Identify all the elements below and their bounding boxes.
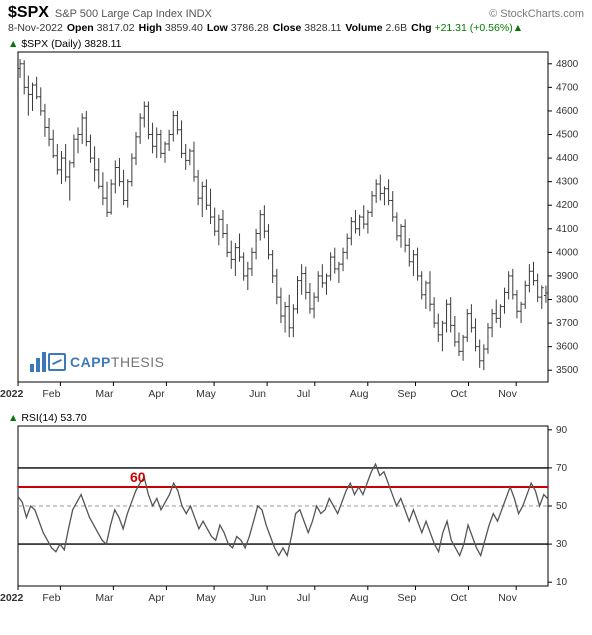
x-axis-label: Aug — [350, 592, 369, 604]
svg-text:4500: 4500 — [556, 130, 579, 141]
x-axis-label: Nov — [498, 388, 517, 400]
svg-text:4600: 4600 — [556, 106, 579, 117]
x-axis-label: Feb — [42, 592, 60, 604]
x-axis-label: Oct — [451, 592, 467, 604]
x-axis-label: Sep — [398, 592, 417, 604]
x-axis-label: Sep — [398, 388, 417, 400]
x-axis-label: Aug — [350, 388, 369, 400]
up-arrow-icon: ▲ — [8, 412, 18, 424]
x-axis-label: Jun — [249, 388, 266, 400]
price-chart-svg: 3500 3600 3700 3800 3900 4000 4100 4200 4300 4400… — [0, 36, 592, 388]
svg-text:90: 90 — [556, 425, 568, 436]
up-arrow-icon: ▲ — [513, 22, 523, 34]
x-axis-label: Mar — [95, 388, 113, 400]
x-axis-label: Apr — [148, 592, 164, 604]
rsi-chart-svg: 10 30 50 70 90 — [0, 410, 592, 592]
x-axis-label: Apr — [148, 388, 164, 400]
ticker-symbol: $SPX — [8, 4, 49, 22]
svg-text:3900: 3900 — [556, 271, 579, 282]
svg-text:4700: 4700 — [556, 82, 579, 93]
up-arrow-icon: ▲ — [8, 38, 18, 50]
rsi-threshold-label: 60 — [130, 469, 146, 485]
svg-text:70: 70 — [556, 463, 568, 474]
x-axis-label: 2022 — [0, 388, 23, 400]
svg-text:3800: 3800 — [556, 295, 579, 306]
svg-text:4000: 4000 — [556, 247, 579, 258]
x-axis-label: Oct — [451, 388, 467, 400]
price-chart-panel: ▲ $SPX (Daily) 3828.11 35003600370038003… — [0, 36, 592, 388]
x-axis-label: Feb — [42, 388, 60, 400]
svg-text:4800: 4800 — [556, 59, 579, 70]
x-axis-label: 2022 — [0, 592, 23, 604]
logo-bars-icon — [30, 352, 46, 372]
x-axis-label: Jun — [249, 592, 266, 604]
stock-chart-container: $SPX S&P 500 Large Cap Index INDX © Stoc… — [0, 0, 592, 635]
svg-text:4400: 4400 — [556, 153, 579, 164]
svg-text:3600: 3600 — [556, 342, 579, 353]
x-axis-label: Jul — [297, 592, 310, 604]
cappthesis-logo: CAPPTHESIS — [30, 352, 164, 372]
svg-text:4200: 4200 — [556, 200, 579, 211]
logo-chart-icon — [48, 353, 66, 371]
ohlc-summary: 8-Nov-2022 Open 3817.02 High 3859.40 Low… — [0, 22, 592, 36]
price-x-axis: 2022 Feb Mar Apr May Jun Jul Aug Sep Oct Nov — [0, 388, 578, 406]
x-axis-label: May — [196, 388, 216, 400]
x-axis-label: Jul — [297, 388, 310, 400]
svg-text:10: 10 — [556, 577, 568, 588]
attribution-text: © StockCharts.com — [489, 8, 584, 20]
chart-header: $SPX S&P 500 Large Cap Index INDX © Stoc… — [0, 0, 592, 22]
rsi-x-axis: 2022 Feb Mar Apr May Jun Jul Aug Sep Oct Nov — [0, 592, 578, 610]
chart-date: 8-Nov-2022 — [8, 22, 63, 34]
rsi-panel-label: ▲ RSI(14) 53.70 — [8, 412, 87, 424]
svg-text:4100: 4100 — [556, 224, 579, 235]
x-axis-label: Mar — [95, 592, 113, 604]
ticker-description: S&P 500 Large Cap Index INDX — [55, 8, 212, 20]
price-panel-label: ▲ $SPX (Daily) 3828.11 — [8, 38, 122, 50]
x-axis-label: Nov — [498, 592, 517, 604]
svg-text:50: 50 — [556, 501, 568, 512]
svg-text:3500: 3500 — [556, 365, 579, 376]
svg-text:4300: 4300 — [556, 177, 579, 188]
rsi-chart-panel: ▲ RSI(14) 53.70 60 10 30 50 70 90 — [0, 410, 592, 592]
svg-text:30: 30 — [556, 539, 568, 550]
x-axis-label: May — [196, 592, 216, 604]
svg-text:3700: 3700 — [556, 318, 579, 329]
